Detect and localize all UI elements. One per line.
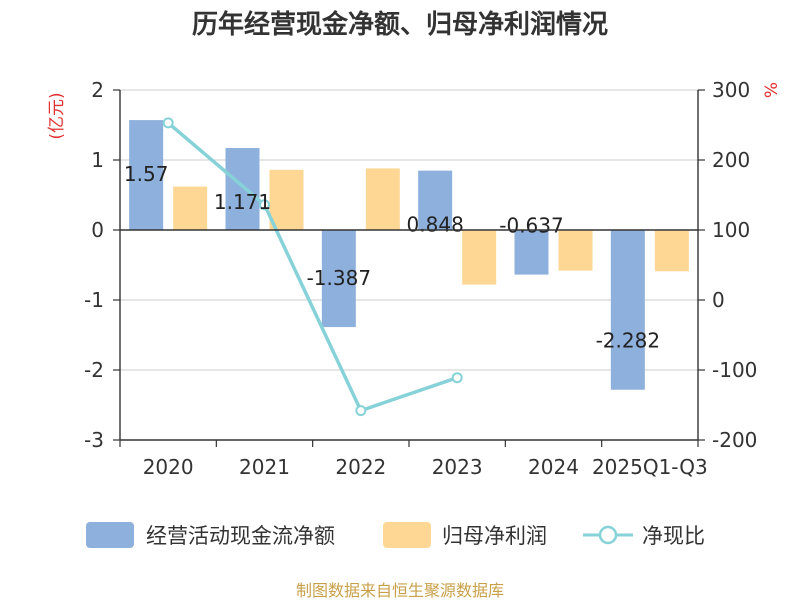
right-tick-label: -200 (712, 428, 757, 452)
bar-cashflow (225, 148, 260, 230)
data-label-cashflow: 1.57 (124, 162, 169, 186)
ratio-point (355, 405, 367, 417)
bar-profit (654, 230, 689, 272)
left-tick-label: 1 (91, 148, 104, 172)
left-tick-label: -3 (84, 428, 104, 452)
legend-label-ratio[interactable]: 净现比 (642, 524, 705, 548)
bar-cashflow (321, 230, 356, 328)
right-axis-label: % (762, 82, 782, 98)
left-axis-label: (亿元) (47, 92, 67, 139)
legend-swatch-cashflow[interactable] (86, 522, 134, 548)
legend-marker-ratio[interactable] (598, 525, 618, 545)
data-label-cashflow: -1.387 (307, 266, 371, 290)
ratio-line-path (167, 121, 458, 413)
data-labels: 1.57 1.171 -1.387 0.848 -0.637 -2.282 (124, 162, 660, 353)
ratio-point (451, 372, 463, 384)
left-tick-label: -1 (84, 288, 104, 312)
x-tick-label: 2022 (335, 455, 386, 479)
x-tick-label: 2021 (239, 455, 290, 479)
left-tick-label: 0 (91, 218, 104, 242)
right-tick-label: 200 (712, 148, 750, 172)
x-tick-label: 2025Q1-Q3 (592, 455, 708, 479)
right-tick-label: 300 (712, 78, 750, 102)
bar-profit (558, 230, 593, 271)
right-tick-label: 100 (712, 218, 750, 242)
chart-title: 历年经营现金净额、归母净利润情况 (192, 9, 608, 40)
left-axis-ticks: 2 1 0 -1 -2 -3 (84, 78, 120, 452)
bar-profit (173, 186, 208, 230)
bar-profit (269, 169, 304, 230)
left-tick-label: -2 (84, 358, 104, 382)
ratio-point (259, 199, 270, 211)
left-tick-label: 2 (91, 78, 104, 102)
axes (119, 90, 699, 441)
bar-cashflow (129, 120, 164, 230)
x-tick-label: 2023 (432, 455, 483, 479)
data-label-cashflow: 1.171 (214, 190, 271, 214)
legend-label-cashflow[interactable]: 经营活动现金流净额 (146, 524, 335, 548)
right-tick-label: 0 (712, 288, 725, 312)
right-axis-ticks: 300 200 100 0 -100 -200 (698, 78, 757, 452)
x-tick-label: 2020 (143, 455, 194, 479)
bar-profit (365, 168, 400, 230)
bars (129, 120, 689, 390)
legend-label-profit[interactable]: 归母净利润 (442, 524, 547, 548)
ratio-point (162, 117, 174, 129)
x-tick-label: 2024 (528, 455, 579, 479)
ratio-line (162, 117, 463, 417)
bar-cashflow (610, 230, 645, 390)
data-label-cashflow: 0.848 (407, 213, 464, 237)
legend-swatch-profit[interactable] (383, 522, 431, 548)
data-label-cashflow: -0.637 (499, 214, 563, 238)
source-note: 制图数据来自恒生聚源数据库 (296, 581, 504, 600)
bar-cashflow (418, 170, 453, 230)
x-axis-ticks: 2020 2021 2022 2023 2024 2025Q1-Q3 (119, 440, 708, 479)
legend[interactable]: 经营活动现金流净额 归母净利润 净现比 (86, 522, 705, 548)
data-label-cashflow: -2.282 (596, 329, 660, 353)
bar-profit (462, 230, 497, 285)
bar-cashflow (514, 230, 549, 275)
right-tick-label: -100 (712, 358, 757, 382)
